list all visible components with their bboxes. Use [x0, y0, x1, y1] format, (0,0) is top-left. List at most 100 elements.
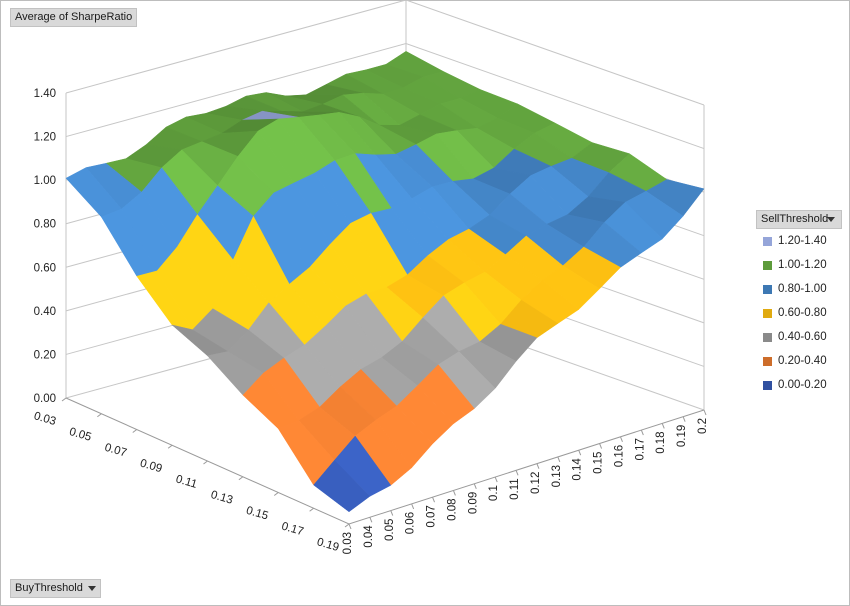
- y-tick-label: 0.18: [655, 431, 667, 453]
- y-tick-label: 0.08: [446, 498, 458, 520]
- y-tick-label: 0.14: [572, 458, 584, 481]
- y-tick-mark: [703, 409, 707, 416]
- y-tick-mark: [661, 423, 665, 429]
- y-tick-mark: [536, 463, 540, 469]
- legend-label: 0.40-0.60: [778, 331, 827, 343]
- y-tick-mark: [348, 523, 352, 530]
- dropdown-caret-icon[interactable]: [87, 585, 96, 591]
- legend: SellThreshold 1.20-1.40 1.00-1.20 0.80-1.0…: [756, 210, 842, 397]
- axis-field-label: BuyThreshold: [15, 582, 83, 594]
- z-tick-label: 0.60: [34, 262, 56, 274]
- y-tick-label: 0.09: [467, 492, 479, 514]
- legend-label: 0.00-0.20: [778, 379, 827, 391]
- legend-swatch: [763, 356, 772, 366]
- x-tick-label: 0.09: [139, 458, 164, 476]
- legend-label: 0.20-0.40: [778, 355, 827, 367]
- x-tick-label: 0.11: [174, 473, 198, 490]
- y-tick-label: 0.11: [509, 478, 521, 500]
- y-tick-label: 0.1: [488, 485, 500, 501]
- x-tick-mark: [309, 507, 314, 512]
- z-tick-label: 1.20: [34, 132, 56, 144]
- x-tick-label: 0.13: [209, 489, 234, 507]
- x-tick-mark: [273, 492, 279, 496]
- legend-label: 1.20-1.40: [778, 235, 827, 247]
- y-tick-mark: [640, 429, 644, 436]
- legend-swatch: [763, 260, 772, 270]
- y-tick-mark: [473, 483, 477, 489]
- z-tick-label: 1.40: [34, 88, 56, 100]
- legend-swatch: [763, 284, 772, 294]
- legend-swatch: [763, 332, 772, 342]
- value-field-label: Average of SharpeRatio: [15, 11, 133, 23]
- x-tick-mark: [344, 523, 350, 528]
- x-tick-label: 0.19: [315, 536, 340, 554]
- legend-label: 1.00-1.20: [778, 259, 827, 271]
- x-tick-mark: [238, 476, 244, 481]
- y-tick-mark: [620, 436, 623, 443]
- y-tick-label: 0.15: [593, 452, 605, 474]
- legend-item: 0.40-0.60: [756, 325, 842, 349]
- y-tick-mark: [390, 510, 394, 516]
- legend-item: 1.00-1.20: [756, 253, 842, 277]
- y-tick-label: 0.16: [613, 445, 625, 467]
- x-axis-ticks: 0.03 0.05 0.07 0.09 0.11 0.13 0.15 0.17 0.19: [32, 397, 350, 554]
- surface-plot: [65, 51, 705, 513]
- y-tick-label: 0.12: [530, 472, 542, 494]
- y-tick-label: 0.17: [634, 438, 646, 460]
- y-tick-mark: [557, 456, 561, 463]
- y-tick-label: 0.03: [342, 532, 354, 554]
- value-field-button[interactable]: Average of SharpeRatio: [10, 8, 138, 27]
- x-tick-label: 0.17: [280, 521, 305, 539]
- x-tick-mark: [203, 460, 208, 465]
- y-tick-mark: [411, 503, 415, 510]
- surface-facet: [313, 459, 371, 513]
- z-axis-ticks: 0.00 0.20 0.40 0.60 0.80 1.00 1.20 1.40: [34, 88, 56, 405]
- x-tick-label: 0.07: [103, 442, 128, 460]
- legend-swatch: [763, 308, 772, 318]
- x-tick-label: 0.05: [68, 426, 93, 444]
- legend-field-label: SellThreshold: [761, 213, 829, 225]
- y-tick-label: 0.07: [426, 505, 438, 527]
- legend-items: 1.20-1.40 1.00-1.20 0.80-1.00 0.60-0.80 0.40…: [756, 229, 842, 397]
- z-tick-label: 0.00: [34, 393, 56, 405]
- x-tick-label: 0.03: [32, 410, 57, 428]
- z-tick-label: 0.20: [34, 349, 56, 361]
- axis-field-button[interactable]: BuyThreshold: [10, 579, 101, 598]
- y-tick-mark: [369, 517, 373, 523]
- y-axis-ticks: 0.03 0.04 0.05 0.06 0.07 0.08 0.09 0.1 0.11 0.12 0…: [342, 409, 709, 554]
- legend-item: 0.20-0.40: [756, 349, 842, 373]
- y-tick-mark: [599, 443, 603, 449]
- y-tick-mark: [432, 496, 435, 503]
- legend-swatch: [763, 236, 772, 246]
- legend-item: 0.60-0.80: [756, 301, 842, 325]
- x-tick-label: 0.15: [245, 505, 270, 523]
- y-tick-label: 0.04: [363, 525, 375, 548]
- z-tick-label: 0.80: [34, 219, 56, 231]
- x-tick-mark: [97, 413, 102, 418]
- y-tick-label: 0.06: [405, 512, 417, 534]
- y-tick-mark: [452, 490, 456, 496]
- y-tick-mark: [578, 450, 582, 456]
- dropdown-caret-icon[interactable]: [827, 217, 835, 222]
- legend-item: 0.80-1.00: [756, 277, 842, 301]
- y-tick-label: 0.05: [384, 519, 396, 541]
- y-tick-label: 0.19: [676, 425, 688, 447]
- y-tick-mark: [494, 476, 498, 483]
- x-tick-mark: [167, 444, 173, 449]
- x-tick-mark: [61, 397, 67, 402]
- legend-item: 1.20-1.40: [756, 229, 842, 253]
- y-tick-mark: [682, 416, 686, 422]
- y-tick-mark: [515, 470, 519, 476]
- legend-item: 0.00-0.20: [756, 373, 842, 397]
- x-tick-mark: [132, 429, 138, 433]
- z-gridline: [65, 0, 705, 106]
- legend-label: 0.60-0.80: [778, 307, 827, 319]
- z-tick-label: 0.40: [34, 306, 56, 318]
- legend-label: 0.80-1.00: [778, 283, 827, 295]
- y-tick-label: 0.13: [551, 465, 563, 487]
- legend-swatch: [763, 380, 772, 390]
- legend-field-button[interactable]: SellThreshold: [756, 210, 842, 229]
- z-tick-label: 1.00: [34, 175, 56, 187]
- y-tick-label: 0.2: [697, 418, 709, 434]
